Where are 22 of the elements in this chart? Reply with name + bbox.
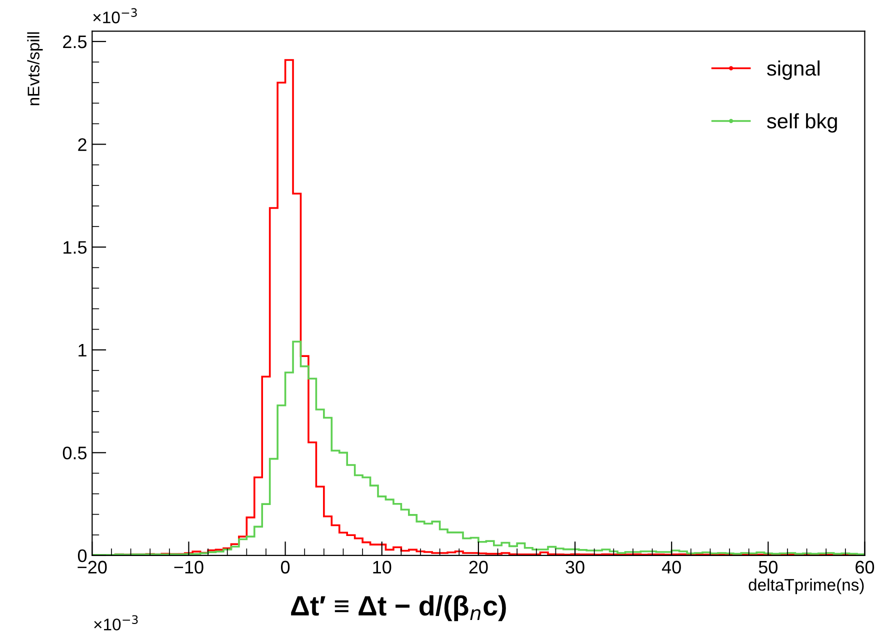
x-tick-label: 50 <box>758 560 778 574</box>
y-tick-label: 0 <box>78 549 87 562</box>
legend-label: signal <box>767 60 820 80</box>
text: ×10$^{−3}$ <box>93 8 137 24</box>
x-tick-label: 30 <box>566 560 584 574</box>
y-axis-title: nEvts/spill <box>27 32 43 106</box>
y-tick-label: 2.5 <box>63 35 87 48</box>
y-tick-label: 1.5 <box>64 241 87 254</box>
x-tick-label: 0 <box>280 560 290 574</box>
y-tick-label: 1 <box>78 344 86 356</box>
x-tick-label: 40 <box>662 560 681 574</box>
x-tick-label: 60 <box>856 560 874 574</box>
x-tick-label: 10 <box>373 560 392 574</box>
y-tick-label: 2 <box>78 138 86 151</box>
text: Δt′ ≡ Δt − d/(β$_{n}$c) <box>291 595 506 622</box>
x-axis-title: deltaTprime(ns) <box>748 578 864 594</box>
x-tick-label: −20 <box>78 560 107 574</box>
y-tick-label: 0.5 <box>62 446 87 460</box>
x-tick-label: 20 <box>469 560 488 574</box>
legend-label: self bkg <box>767 113 837 133</box>
x-tick-label: −10 <box>174 560 204 574</box>
text: ×10$^{−3}$ <box>94 615 138 630</box>
